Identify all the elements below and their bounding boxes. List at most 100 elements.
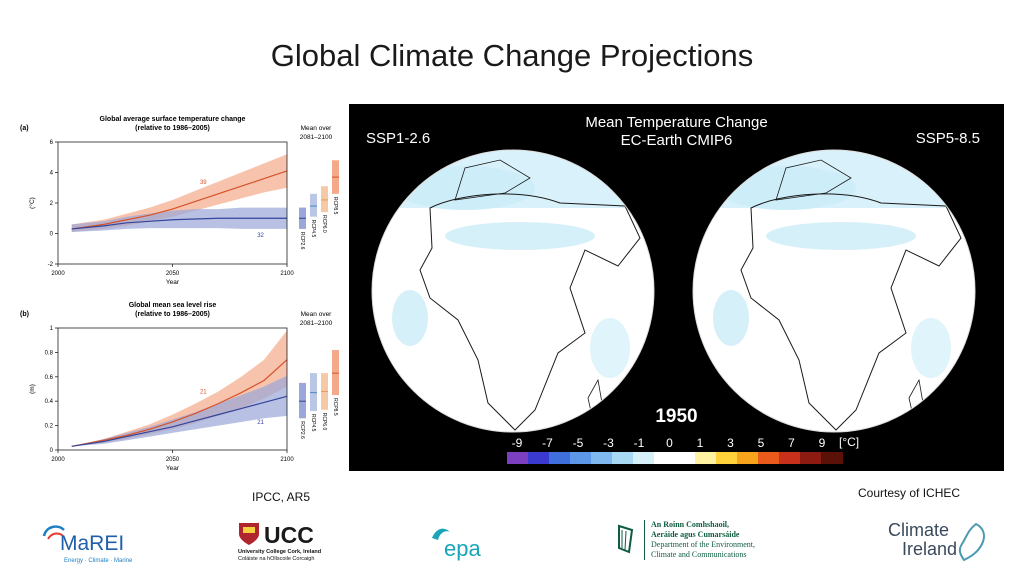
- chart1-line-RCP8.5: [71, 359, 288, 447]
- marei-name: MaREI: [60, 532, 125, 555]
- chart1-side-title1: Mean over: [301, 311, 333, 318]
- chart1-side-label-RCP6.0: RCP6.0: [321, 413, 327, 431]
- department-line2: Aeráide agus Cumarsáide: [651, 530, 740, 539]
- chart1-title: Global mean sea level rise: [129, 302, 217, 309]
- chart1-xtick-label: 2050: [166, 457, 180, 463]
- chart1-ytick-label: 0: [50, 448, 54, 454]
- chart0-side-label-RCP6.0: RCP6.0: [321, 215, 327, 233]
- chart-temperature: (a) Global average surface temperature ch…: [20, 112, 345, 292]
- chart1-side-label-RCP4.5: RCP4.5: [310, 414, 316, 432]
- chart0-ytick-label: 4: [50, 171, 54, 177]
- colorbar-tick-labels: -9 -7 -5 -3 -1 0 1 3 5 7 9: [507, 436, 847, 450]
- ipcc-credit: IPCC, AR5: [252, 490, 311, 504]
- ucc-name: UCC: [264, 522, 314, 548]
- chart1-ytick-label: 1: [50, 326, 54, 332]
- chart0-title: Global average surface temperature chang…: [100, 116, 246, 123]
- chart1-ytick-label: 0.8: [45, 350, 54, 356]
- chart1-ytick-label: 0.4: [45, 399, 54, 405]
- chart0-subtitle: (relative to 1986–2005): [135, 125, 210, 132]
- chart0-side-title1: Mean over: [301, 125, 333, 132]
- department-line3: Department of the Environment,: [651, 540, 755, 549]
- chart1-side-bar-RCP4.5: [310, 373, 317, 411]
- chart1-count-RCP8.5: 21: [200, 390, 207, 396]
- chart0-panel-label: (a): [20, 125, 29, 132]
- chart0-side-label-RCP8.5: RCP8.5: [332, 197, 338, 215]
- ireland-outline-icon: [958, 522, 985, 562]
- harp-icon: [618, 524, 634, 554]
- chart-sea-level: (b) Global mean sea level rise (relative t…: [20, 298, 345, 478]
- department-text: An Roinn Comhshaoil, Aeráide agus Cumars…: [644, 520, 755, 560]
- chart0-xtick-label: 2050: [166, 271, 180, 277]
- colorbar-cell: [695, 452, 717, 464]
- chart1-xtick-label: 2000: [51, 457, 65, 463]
- chart0-count-RCP8.5: 39: [200, 180, 207, 186]
- marei-swirl-icon: [42, 525, 65, 540]
- chart0-ytick-label: -2: [48, 262, 54, 268]
- chart1-side-label-RCP2.6: RCP2.6: [299, 421, 305, 439]
- ucc-crest-icon: [239, 523, 259, 545]
- scenario-right-label: SSP5-8.5: [915, 130, 980, 147]
- ucc-line1: University College Cork, Ireland: [238, 549, 322, 555]
- chart1-side-bar-RCP2.6: [299, 382, 306, 419]
- colorbar-cell: [821, 452, 843, 464]
- globe-ssp585-disc: [693, 150, 975, 432]
- department-logo: An Roinn Comhshaoil, Aeráide agus Cumars…: [616, 520, 796, 570]
- colorbar-cell: [653, 452, 675, 464]
- colorbar-cell: [779, 452, 801, 464]
- chart0-ylabel: (°C): [28, 197, 36, 209]
- chart1-side-title2: 2081–2100: [300, 320, 333, 327]
- animation-year: 1950: [655, 406, 698, 427]
- colorbar-cell: [507, 452, 529, 464]
- animation-title-line2: EC-Earth CMIP6: [620, 132, 733, 149]
- chart0-side-bar-RCP4.5: [310, 193, 317, 217]
- temperature-animation-panel: Mean Temperature Change EC-Earth CMIP6 S…: [349, 104, 1004, 471]
- colorbar-cell: [758, 452, 780, 464]
- epa-logo: epa: [430, 522, 520, 568]
- colorbar-cell: [569, 452, 592, 464]
- chart1-xtick-label: 2100: [280, 457, 294, 463]
- colorbar-tick-label: 5: [757, 436, 765, 450]
- department-line1: An Roinn Comhshaoil,: [651, 520, 730, 529]
- globe-ssp585: [692, 149, 976, 433]
- epa-name: epa: [444, 536, 481, 561]
- colorbar-cell: [548, 452, 571, 464]
- chart0-count-RCP2.6: 32: [257, 233, 264, 239]
- chart0-xlabel: Year: [166, 279, 180, 286]
- colorbar-tick-label: 7: [788, 436, 795, 450]
- colorbar-cell: [716, 452, 738, 464]
- globe-ssp126: [371, 149, 655, 433]
- chart1-side-label-RCP8.5: RCP8.5: [332, 398, 338, 416]
- colorbar-tick-label: -9: [511, 436, 523, 450]
- ichec-credit: Courtesy of ICHEC: [858, 486, 961, 500]
- chart1-count-RCP2.6: 21: [257, 420, 264, 426]
- chart0-side-title2: 2081–2100: [300, 134, 333, 141]
- ucc-line2: Coláiste na hOllscoile Corcaigh: [238, 556, 315, 562]
- colorbar: [507, 452, 843, 464]
- chart1-panel-label: (b): [20, 311, 29, 318]
- chart0-side-label-RCP4.5: RCP4.5: [310, 220, 316, 238]
- colorbar-tick-label: -3: [603, 436, 614, 450]
- colorbar-tick-label: 3: [727, 436, 734, 450]
- climate-ireland-line1: Climate: [888, 520, 950, 540]
- colorbar-tick-label: 0: [666, 436, 673, 450]
- colorbar-cell: [632, 452, 655, 464]
- slide-title: Global Climate Change Projections: [270, 38, 754, 73]
- marei-logo: MaREI Energy · Climate · Marine: [42, 520, 152, 568]
- colorbar-tick-label: 9: [818, 436, 826, 450]
- chart1-ytick-label: 0.2: [45, 424, 54, 430]
- colorbar-unit: [°C]: [839, 435, 860, 449]
- colorbar-tick-label: -1: [633, 436, 645, 450]
- sea-level-chart-svg: (b) Global mean sea level rise (relative t…: [20, 302, 339, 472]
- globe-ssp126-disc: [372, 150, 654, 432]
- colorbar-cell: [800, 452, 822, 464]
- chart1-subtitle: (relative to 1986–2005): [135, 311, 210, 318]
- chart0-xtick-label: 2000: [51, 271, 65, 277]
- chart1-xlabel: Year: [166, 465, 180, 472]
- marei-tagline: Energy · Climate · Marine: [64, 558, 133, 564]
- epa-wave-icon: [432, 528, 450, 540]
- chart0-line-RCP2.6: [71, 217, 287, 230]
- colorbar-cell: [590, 452, 613, 464]
- ucc-logo: UCC University College Cork, Ireland Col…: [238, 522, 358, 568]
- chart1-side-bar-RCP8.5: [332, 349, 339, 396]
- chart0-side-label-RCP2.6: RCP2.6: [299, 232, 305, 250]
